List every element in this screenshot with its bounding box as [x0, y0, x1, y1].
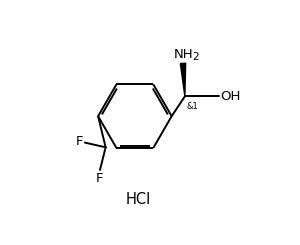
Text: OH: OH: [220, 90, 241, 103]
Text: 2: 2: [192, 52, 199, 62]
Text: NH: NH: [174, 49, 194, 61]
Text: F: F: [76, 135, 83, 148]
Text: HCl: HCl: [126, 192, 151, 207]
Text: F: F: [95, 172, 103, 185]
Polygon shape: [180, 63, 186, 96]
Text: &1: &1: [186, 102, 198, 111]
